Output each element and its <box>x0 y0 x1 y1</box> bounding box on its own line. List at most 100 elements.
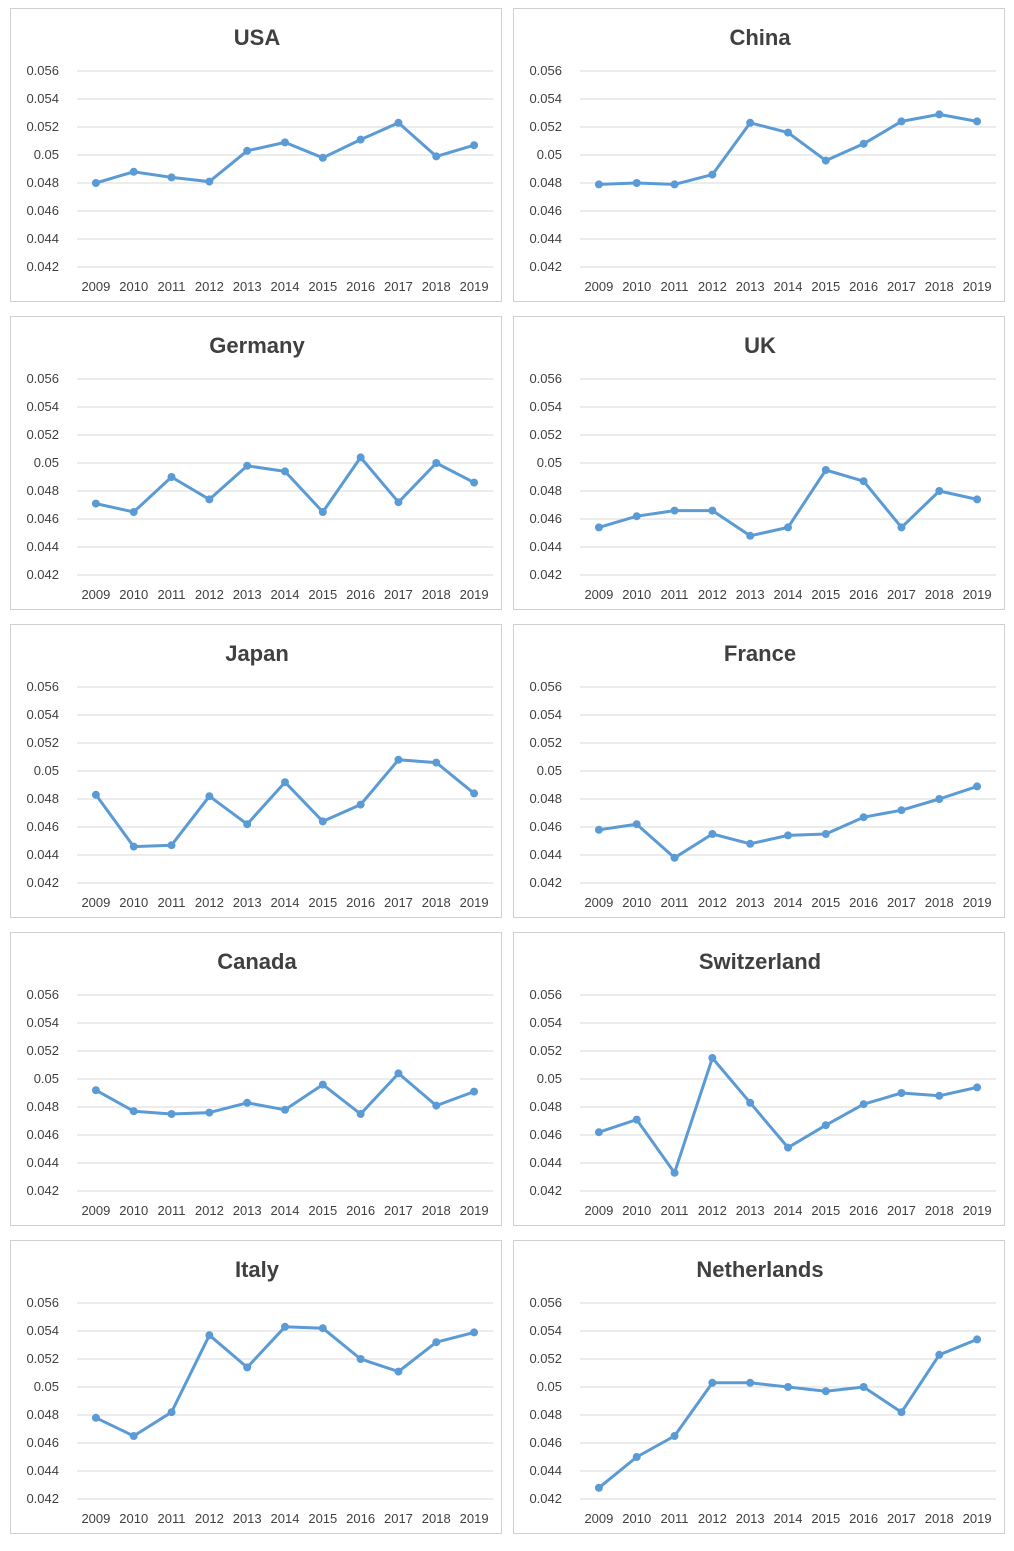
series-line <box>597 784 979 860</box>
x-tick-label: 2013 <box>736 1203 765 1218</box>
y-tick-label: 0.05 <box>537 1379 562 1394</box>
y-tick-label: 0.044 <box>26 1463 59 1478</box>
x-tick-label: 2017 <box>384 895 413 910</box>
x-tick-label: 2010 <box>119 1511 148 1526</box>
y-tick-label: 0.056 <box>26 1295 59 1310</box>
series-line <box>597 1337 979 1490</box>
y-tick-label: 0.05 <box>34 1071 59 1086</box>
chart-panel-france: France 0.056 0.054 0.052 0.05 0.048 0.046 0.044… <box>513 624 1005 918</box>
data-point-2014 <box>281 1105 289 1114</box>
data-point-2010 <box>632 512 641 521</box>
data-point-2011 <box>167 1408 176 1417</box>
chart-svg: Switzerland 0.056 0.054 0.052 0.05 0.048 0.046… <box>529 949 996 1218</box>
x-tick-label: 2015 <box>308 587 337 602</box>
y-tick-label: 0.056 <box>529 987 562 1002</box>
data-point-2010 <box>129 1432 138 1440</box>
x-tick-label: 2010 <box>119 279 148 294</box>
x-tick-label: 2011 <box>661 587 689 602</box>
data-point-2013 <box>746 1378 755 1387</box>
data-point-2016 <box>356 135 365 144</box>
x-tick-label: 2012 <box>195 1203 224 1218</box>
series-line <box>94 121 476 185</box>
y-tick-label: 0.054 <box>529 1323 562 1338</box>
chart-panel-netherlands: Netherlands 0.056 0.054 0.052 0.05 0.048 0.046… <box>513 1240 1005 1534</box>
data-point-2019 <box>973 117 982 126</box>
data-point-2019 <box>470 1087 479 1096</box>
data-point-2009 <box>594 1128 603 1137</box>
y-tick-label: 0.044 <box>529 1463 562 1478</box>
series-line <box>94 455 476 514</box>
y-tick-label: 0.052 <box>529 427 562 442</box>
x-tick-label: 2017 <box>887 279 916 294</box>
y-tick-label: 0.05 <box>34 147 59 162</box>
data-point-2019 <box>470 1328 479 1337</box>
data-point-2010 <box>129 842 138 851</box>
chart-svg: Netherlands 0.056 0.054 0.052 0.05 0.048 0.046… <box>529 1257 996 1526</box>
data-point-2009 <box>91 179 100 187</box>
x-tick-label: 2017 <box>887 895 916 910</box>
data-point-2016 <box>859 1383 868 1391</box>
y-tick-label: 0.044 <box>529 847 562 862</box>
x-tick-label: 2011 <box>158 1203 186 1218</box>
data-point-2018 <box>432 459 441 467</box>
y-tick-label: 0.048 <box>26 1407 59 1422</box>
data-point-2010 <box>129 508 138 516</box>
data-point-2018 <box>432 152 441 161</box>
x-tick-label: 2009 <box>81 279 110 294</box>
x-tick-label: 2012 <box>698 1203 727 1218</box>
data-point-2016 <box>859 477 868 486</box>
data-point-2015 <box>821 1387 830 1396</box>
x-tick-label: 2012 <box>698 1511 727 1526</box>
y-tick-label: 0.046 <box>529 819 562 834</box>
y-tick-label: 0.056 <box>26 679 59 694</box>
y-tick-label: 0.046 <box>529 511 562 526</box>
chart-svg: Canada 0.056 0.054 0.052 0.05 0.048 0.046 0.044… <box>26 949 493 1218</box>
chart-svg: Italy 0.056 0.054 0.052 0.05 0.048 0.046 0.044 0… <box>26 1257 493 1526</box>
y-tick-label: 0.052 <box>529 119 562 134</box>
chart-svg: China 0.056 0.054 0.052 0.05 0.048 0.046 0.044 0… <box>529 25 996 294</box>
data-point-2019 <box>470 478 479 487</box>
x-tick-label: 2014 <box>271 895 300 910</box>
x-tick-label: 2009 <box>81 1203 110 1218</box>
chart-title: Japan <box>225 641 289 666</box>
x-tick-label: 2019 <box>460 1511 489 1526</box>
y-tick-label: 0.046 <box>529 1435 562 1450</box>
x-tick-label: 2009 <box>584 587 613 602</box>
data-point-2012 <box>708 506 717 515</box>
x-tick-label: 2011 <box>661 279 689 294</box>
data-point-2017 <box>394 498 403 507</box>
data-point-2013 <box>243 1363 252 1372</box>
data-point-2014 <box>281 778 289 787</box>
y-tick-label: 0.048 <box>529 175 562 190</box>
data-point-2014 <box>281 138 289 147</box>
x-tick-label: 2013 <box>736 279 765 294</box>
data-point-2013 <box>243 1098 252 1107</box>
y-tick-label: 0.042 <box>26 259 59 274</box>
y-tick-label: 0.044 <box>26 231 59 246</box>
data-point-2014 <box>281 467 289 476</box>
y-tick-label: 0.042 <box>26 875 59 890</box>
data-point-2011 <box>167 1110 176 1118</box>
y-tick-label: 0.052 <box>26 1043 59 1058</box>
y-tick-label: 0.044 <box>26 539 59 554</box>
x-tick-label: 2019 <box>460 1203 489 1218</box>
x-tick-label: 2019 <box>460 587 489 602</box>
x-tick-label: 2013 <box>233 895 262 910</box>
x-tick-label: 2018 <box>925 1203 954 1218</box>
x-tick-label: 2018 <box>925 587 954 602</box>
data-point-2018 <box>935 1091 944 1100</box>
chart-svg: Japan 0.056 0.054 0.052 0.05 0.048 0.046 0.044 0… <box>26 641 493 910</box>
data-point-2016 <box>356 453 365 462</box>
chart-svg: USA 0.056 0.054 0.052 0.05 0.048 0.046 0.044 0.0… <box>26 25 493 294</box>
x-tick-label: 2018 <box>422 279 451 294</box>
data-point-2012 <box>708 1378 717 1387</box>
x-tick-label: 2013 <box>233 279 262 294</box>
y-tick-label: 0.042 <box>26 1183 59 1198</box>
data-point-2015 <box>318 508 327 516</box>
chart-panel-china: China 0.056 0.054 0.052 0.05 0.048 0.046 0.044 0… <box>513 8 1005 302</box>
data-point-2015 <box>318 153 327 162</box>
data-point-2015 <box>821 466 830 474</box>
data-point-2014 <box>784 1383 792 1391</box>
data-point-2011 <box>670 1432 679 1440</box>
x-tick-label: 2011 <box>661 1511 689 1526</box>
